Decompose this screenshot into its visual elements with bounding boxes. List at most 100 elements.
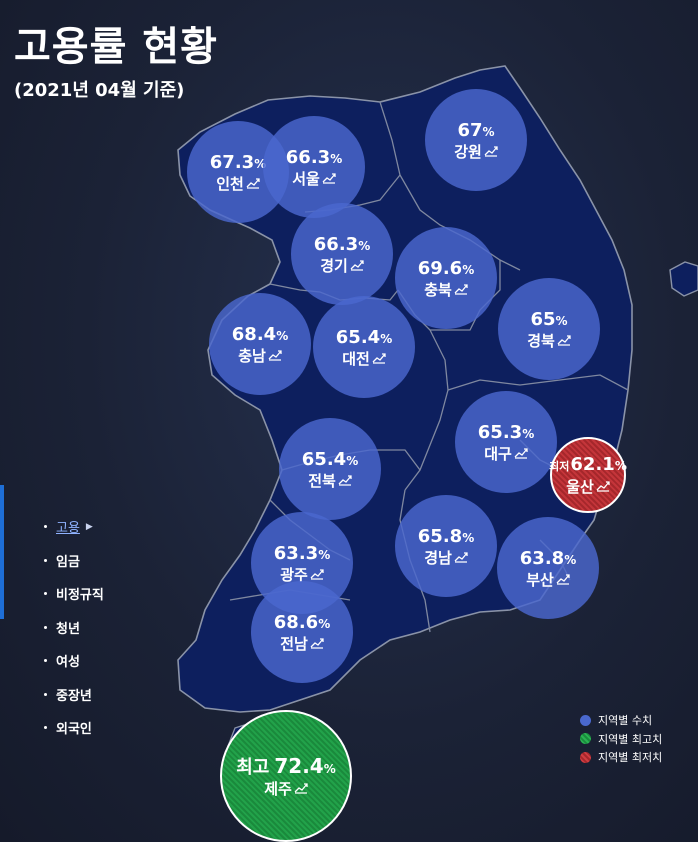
nav-item-1[interactable]: 임금 bbox=[44, 544, 104, 578]
region-13[interactable]: 63.8% 부산 bbox=[497, 517, 599, 619]
nav-item-3[interactable]: 청년 bbox=[44, 611, 104, 645]
legend-swatch bbox=[580, 733, 591, 745]
bullet-icon bbox=[44, 558, 47, 562]
region-name: 강원 bbox=[454, 143, 498, 161]
legend-swatch bbox=[580, 714, 591, 726]
trend-icon[interactable] bbox=[294, 780, 308, 798]
region-name: 충북 bbox=[424, 281, 468, 299]
trend-icon[interactable] bbox=[310, 635, 324, 653]
nav-item-label: 중장년 bbox=[56, 688, 92, 704]
bullet-icon bbox=[44, 525, 47, 529]
region-name: 제주 bbox=[264, 780, 308, 798]
bullet-icon bbox=[44, 726, 47, 730]
region-name: 충남 bbox=[238, 347, 282, 365]
region-9[interactable]: 최저62.1% 울산 bbox=[549, 437, 627, 513]
region-14[interactable]: 68.6% 전남 bbox=[251, 581, 353, 683]
trend-icon[interactable] bbox=[454, 281, 468, 299]
region-value: 65.3% bbox=[477, 421, 535, 443]
region-name: 전북 bbox=[308, 472, 352, 490]
bullet-icon bbox=[44, 692, 47, 696]
trend-icon[interactable] bbox=[514, 445, 528, 463]
region-name: 전남 bbox=[280, 635, 324, 653]
nav-item-6[interactable]: 외국인 bbox=[44, 711, 104, 745]
region-value: 67% bbox=[457, 119, 495, 141]
trend-icon[interactable] bbox=[310, 566, 324, 584]
region-value: 69.6% bbox=[417, 257, 475, 279]
region-value: 66.3% bbox=[285, 146, 343, 168]
nav-item-label: 외국인 bbox=[56, 722, 92, 738]
trend-icon[interactable] bbox=[338, 472, 352, 490]
nav-item-0[interactable]: 고용 ▶ bbox=[44, 510, 104, 544]
legend-label: 지역별 최고치 bbox=[598, 732, 663, 746]
region-8[interactable]: 65.3% 대구 bbox=[455, 391, 557, 493]
nav-item-label: 고용 bbox=[56, 521, 80, 537]
bullet-icon bbox=[44, 592, 47, 596]
region-10[interactable]: 65.4% 전북 bbox=[279, 418, 381, 520]
trend-icon[interactable] bbox=[596, 478, 610, 496]
nav-item-2[interactable]: 비정규직 bbox=[44, 577, 104, 611]
region-value: 68.4% bbox=[231, 323, 289, 345]
region-4[interactable]: 69.6% 충북 bbox=[395, 227, 497, 329]
region-value: 63.3% bbox=[273, 542, 331, 564]
trend-icon[interactable] bbox=[557, 332, 571, 350]
region-5[interactable]: 68.4% 충남 bbox=[209, 293, 311, 395]
region-7[interactable]: 65% 경북 bbox=[498, 278, 600, 380]
trend-icon[interactable] bbox=[454, 549, 468, 567]
region-name: 울산 bbox=[566, 478, 610, 496]
region-value: 65.4% bbox=[335, 326, 393, 348]
region-tag: 최저 bbox=[549, 460, 570, 473]
region-value: 68.6% bbox=[273, 611, 331, 633]
region-value: 65.4% bbox=[301, 448, 359, 470]
region-name: 서울 bbox=[292, 170, 336, 188]
region-1[interactable]: 66.3% 서울 bbox=[263, 116, 365, 218]
bullet-icon bbox=[44, 659, 47, 663]
page-title: 고용률 현황 bbox=[14, 24, 218, 70]
region-11[interactable]: 65.8% 경남 bbox=[395, 495, 497, 597]
region-value: 최저62.1% bbox=[549, 454, 627, 475]
region-value: 66.3% bbox=[313, 233, 371, 255]
nav-item-label: 임금 bbox=[56, 554, 80, 570]
region-tag: 최고 bbox=[236, 756, 270, 778]
legend-label: 지역별 수치 bbox=[598, 714, 653, 728]
nav-item-label: 여성 bbox=[56, 655, 80, 671]
legend-swatch bbox=[580, 751, 591, 763]
region-name: 대전 bbox=[342, 350, 386, 368]
nav-item-label: 청년 bbox=[56, 621, 80, 637]
trend-icon[interactable] bbox=[322, 170, 336, 188]
nav-item-label: 비정규직 bbox=[56, 588, 104, 604]
region-6[interactable]: 65.4% 대전 bbox=[313, 296, 415, 398]
region-name: 대구 bbox=[484, 445, 528, 463]
region-3[interactable]: 66.3% 경기 bbox=[291, 203, 393, 305]
legend-item-0: 지역별 수치 bbox=[580, 711, 662, 730]
nav-indicator bbox=[0, 485, 4, 619]
region-name: 경남 bbox=[424, 549, 468, 567]
region-value: 63.8% bbox=[519, 547, 577, 569]
region-value: 67.3% bbox=[209, 151, 267, 173]
nav-item-5[interactable]: 중장년 bbox=[44, 678, 104, 712]
ulleung-island bbox=[669, 261, 698, 297]
trend-icon[interactable] bbox=[350, 257, 364, 275]
legend-item-1: 지역별 최고치 bbox=[580, 730, 662, 749]
region-name: 부산 bbox=[526, 571, 570, 589]
legend-item-2: 지역별 최저치 bbox=[580, 748, 662, 767]
region-name: 광주 bbox=[280, 566, 324, 584]
bullet-icon bbox=[44, 625, 47, 629]
region-value: 65.8% bbox=[417, 525, 475, 547]
region-15[interactable]: 최고 72.4% 제주 bbox=[220, 710, 352, 842]
nav-item-4[interactable]: 여성 bbox=[44, 644, 104, 678]
page-subtitle: (2021년 04월 기준) bbox=[14, 80, 185, 101]
region-name: 경기 bbox=[320, 257, 364, 275]
region-2[interactable]: 67% 강원 bbox=[425, 89, 527, 191]
region-value: 최고 72.4% bbox=[236, 753, 336, 778]
trend-icon[interactable] bbox=[372, 350, 386, 368]
trend-icon[interactable] bbox=[556, 571, 570, 589]
legend-label: 지역별 최저치 bbox=[598, 751, 663, 765]
trend-icon[interactable] bbox=[268, 347, 282, 365]
region-name: 인천 bbox=[216, 175, 260, 193]
trend-icon[interactable] bbox=[484, 143, 498, 161]
play-arrow-icon: ▶ bbox=[85, 521, 93, 532]
region-name: 경북 bbox=[527, 332, 571, 350]
trend-icon[interactable] bbox=[246, 175, 260, 193]
